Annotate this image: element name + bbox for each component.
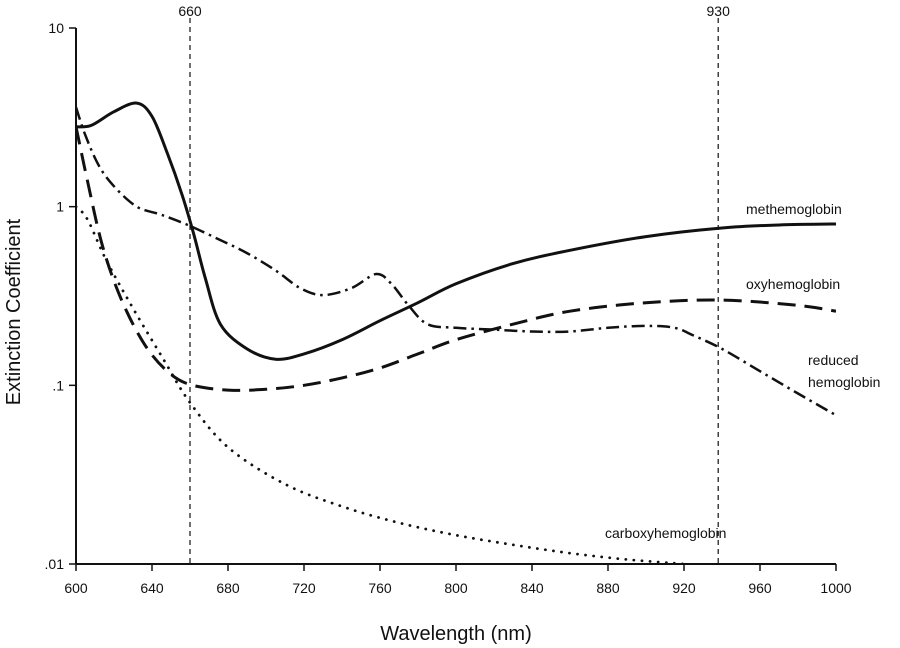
axes: 600 640 680 720 760 800 840 880 920 960 1000 .01 .1 1… — [45, 20, 852, 596]
series-label-oxyhemoglobin: oxyhemoglobin — [746, 276, 840, 292]
x-tick-label: 760 — [368, 580, 392, 596]
series-layer — [76, 101, 836, 564]
x-tick-label: 960 — [748, 580, 772, 596]
methemoglobin-line — [76, 101, 836, 361]
x-tick-label: 800 — [444, 580, 468, 596]
reduced-hemoglobin-line — [76, 106, 836, 417]
reference-line-label: 660 — [178, 3, 202, 19]
x-tick-label: 1000 — [820, 580, 851, 596]
series-label-reduced-hemoglobin: reduced — [808, 352, 859, 368]
x-tick-label: 840 — [520, 580, 544, 596]
series-labels: methemoglobin oxyhemoglobin reduced hemoglo… — [605, 201, 880, 541]
x-tick-label: 640 — [140, 580, 164, 596]
y-axis-title: Extinction Coefficient — [3, 218, 25, 405]
x-axis-title: Wavelength (nm) — [380, 623, 532, 645]
y-tick-label: 1 — [56, 199, 64, 215]
y-tick-label: .01 — [45, 556, 65, 572]
reference-line-label: 930 — [707, 3, 731, 19]
oxyhemoglobin-line — [76, 126, 836, 392]
x-tick-label: 600 — [64, 580, 88, 596]
series-label-reduced-hemoglobin: hemoglobin — [808, 374, 880, 390]
x-tick-label: 920 — [672, 580, 696, 596]
y-tick-label: .1 — [52, 377, 64, 393]
y-tick-label: 10 — [48, 20, 64, 36]
x-tick-label: 680 — [216, 580, 240, 596]
x-tick-label: 720 — [292, 580, 316, 596]
reference-lines: 660 930 — [178, 3, 730, 564]
series-label-carboxyhemoglobin: carboxyhemoglobin — [605, 525, 726, 541]
x-tick-label: 880 — [596, 580, 620, 596]
carboxyhemoglobin-line — [76, 205, 699, 564]
series-label-methemoglobin: methemoglobin — [746, 201, 842, 217]
